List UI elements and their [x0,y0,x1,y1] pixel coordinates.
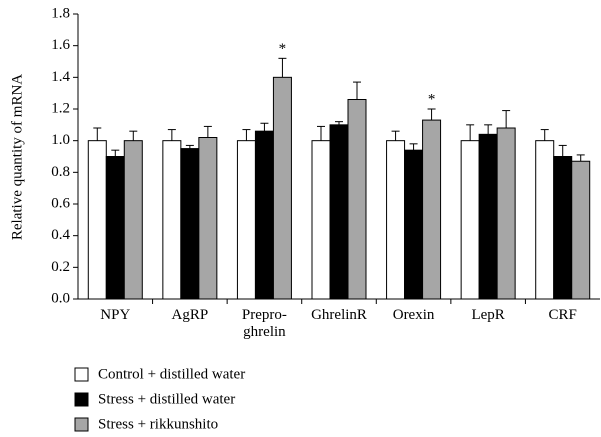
bar [272,76,292,300]
y-axis-label: Relative quantity of mRNA [9,74,25,240]
y-tick-label: 1.2 [51,100,70,116]
x-tick-label: LepR [471,307,505,323]
bar [162,140,182,300]
x-tick-label: GhrelinR [311,307,367,323]
bar [236,140,256,300]
bar [404,149,424,300]
bar [571,160,591,300]
bar [198,137,218,300]
legend-label: Stress + rikkunshito [98,416,218,432]
significance-mark: * [279,41,287,57]
y-tick-label: 0.0 [51,290,70,306]
legend-swatch [74,367,89,382]
x-tick-label: AgRP [171,307,209,323]
bar [311,140,331,300]
x-tick-label: CRF [548,307,577,323]
y-tick-label: 0.8 [51,164,70,180]
bar [553,156,573,300]
legend-label: Control + distilled water [98,366,245,382]
bar [535,140,555,300]
legend-swatch [74,417,89,432]
bar [180,148,200,300]
x-tick-label: Prepro- ghrelin [241,307,287,340]
y-tick-label: 1.6 [51,37,70,53]
bar [478,133,498,300]
bar [496,127,516,300]
bar [329,124,349,300]
x-tick-label: NPY [100,307,131,323]
bar [460,140,480,300]
bar [123,140,143,300]
bar [422,119,442,300]
bar [87,140,107,300]
y-tick-label: 1.8 [51,5,70,21]
bar [254,130,274,300]
y-tick-label: 0.4 [51,227,70,243]
legend-swatch [74,392,89,407]
bar [386,140,406,300]
legend-label: Stress + distilled water [98,391,235,407]
bar [347,99,367,300]
bar [105,156,125,300]
y-tick-label: 0.2 [51,259,70,275]
y-tick-label: 0.6 [51,195,70,211]
y-tick-label: 1.4 [51,69,70,85]
significance-mark: * [428,91,436,107]
y-tick-label: 1.0 [51,132,70,148]
x-tick-label: Orexin [392,307,435,323]
